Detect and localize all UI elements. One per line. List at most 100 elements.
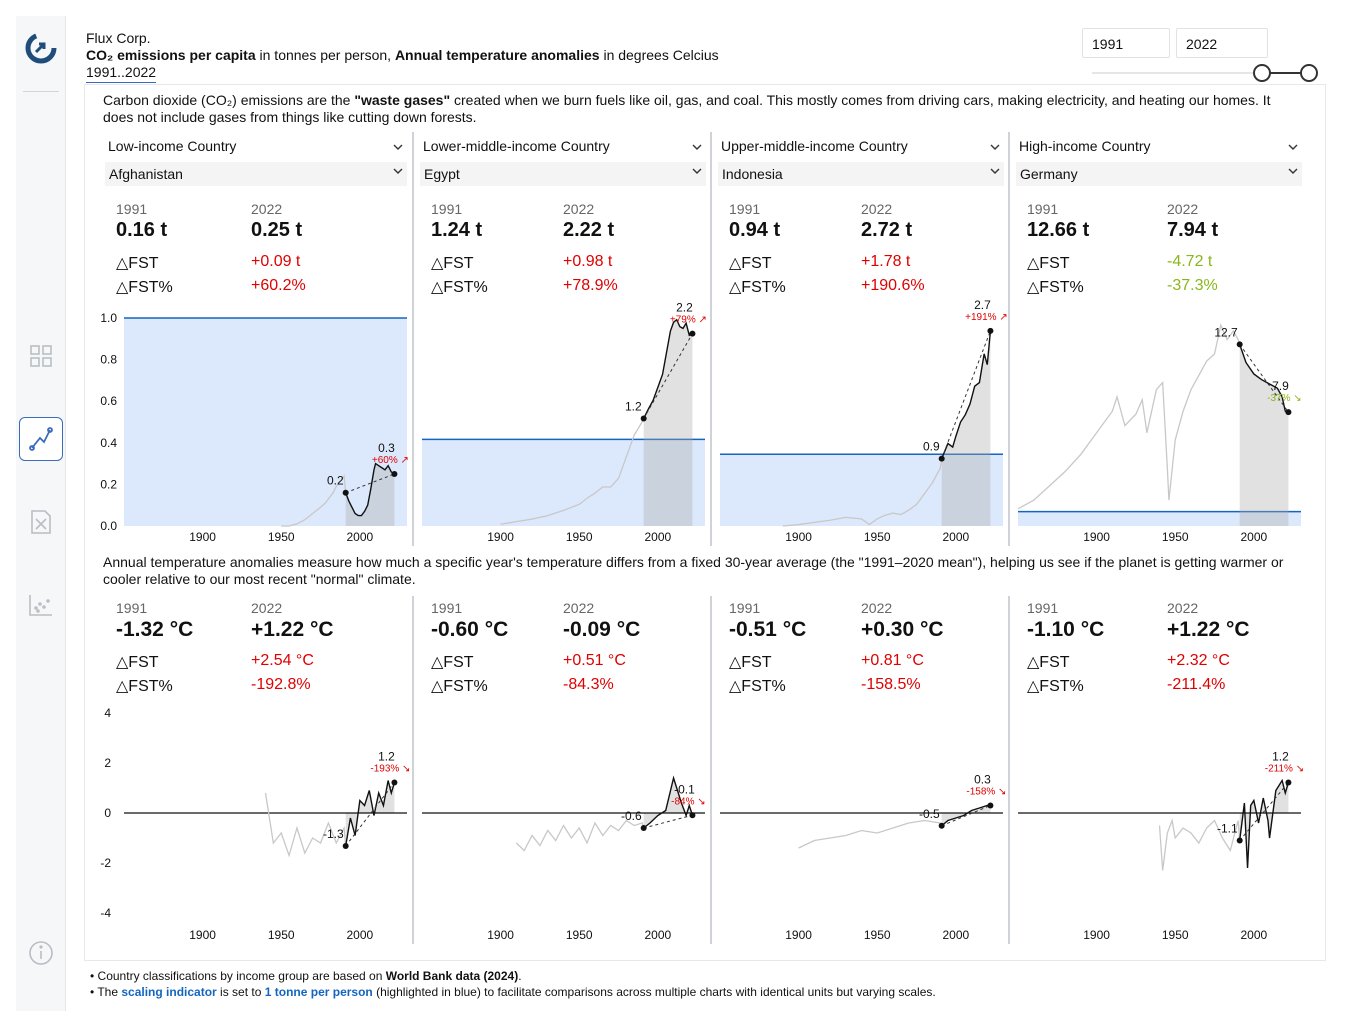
income-group-select[interactable]: Lower-middle-income Country	[420, 138, 706, 158]
main-panel	[84, 84, 1326, 961]
kpi-end-year: 2022	[1167, 201, 1199, 217]
sidebar	[16, 16, 66, 1011]
kpi-start-year: 1991	[116, 600, 148, 616]
kpi-delta-value: +2.32 °C	[1167, 652, 1230, 669]
country-label: Egypt	[424, 166, 460, 182]
kpi-delta-value: +0.51 °C	[563, 652, 626, 669]
kpi-start-value: -0.60 °C	[431, 618, 509, 641]
kpi-delta-label: △FST	[1027, 255, 1070, 272]
kpi-end-year: 2022	[563, 600, 595, 616]
co2-desc-part2: created when we burn fuels like oil, gas…	[103, 92, 1271, 125]
kpi-delta-value: +0.81 °C	[861, 652, 924, 669]
co2-desc-part1: Carbon dioxide (CO₂) emissions are the	[103, 92, 355, 108]
column-divider	[1008, 132, 1010, 546]
co2-kpi-block: 1991 2022 1.24 t 2.22 t △FST +0.98 t △FST% +78.…	[431, 201, 697, 296]
info-icon[interactable]	[16, 931, 66, 975]
country-select[interactable]: Germany	[1016, 162, 1302, 186]
report-header: Flux Corp. CO₂ emissions per capita in t…	[86, 30, 719, 83]
report-title: CO₂ emissions per capita in tonnes per p…	[86, 47, 719, 64]
kpi-delta-label: △FST	[431, 654, 474, 671]
company-name: Flux Corp.	[86, 30, 151, 46]
co2-kpi-block: 1991 2022 0.16 t 0.25 t △FST +0.09 t △FST% +60.…	[116, 201, 398, 296]
kpi-delta-pct-value: +78.9%	[563, 277, 618, 294]
kpi-end-year: 2022	[861, 201, 893, 217]
footnote-1-text: Country classifications by income group …	[97, 969, 386, 983]
kpi-end-value: +1.22 °C	[1167, 618, 1250, 641]
title-co2-unit: in tonnes per person,	[255, 47, 395, 63]
kpi-start-value: -0.51 °C	[729, 618, 807, 641]
kpi-delta-value: -4.72 t	[1167, 253, 1213, 270]
year-from-input[interactable]: 1991	[1082, 28, 1170, 58]
kpi-end-value: 7.94 t	[1167, 219, 1219, 241]
kpi-delta-pct-value: -211.4%	[1167, 676, 1226, 693]
kpi-start-value: 1.24 t	[431, 219, 483, 241]
kpi-delta-label: △FST	[729, 255, 772, 272]
kpi-delta-pct-label: △FST%	[729, 678, 786, 695]
kpi-delta-pct-value: +190.6%	[861, 277, 925, 294]
year-slider-range	[1262, 72, 1310, 74]
sidebar-divider	[23, 91, 59, 92]
kpi-delta-label: △FST	[116, 654, 159, 671]
year-slider-track[interactable]	[1092, 72, 1318, 74]
year-to-input[interactable]: 2022	[1176, 28, 1268, 58]
kpi-delta-pct-value: -192.8%	[251, 676, 311, 693]
kpi-start-year: 1991	[729, 201, 761, 217]
line-chart-icon[interactable]	[19, 417, 63, 461]
date-range: 1991..2022	[86, 64, 157, 83]
kpi-start-value: 0.94 t	[729, 219, 781, 241]
kpi-delta-label: △FST	[1027, 654, 1070, 671]
report-icon[interactable]	[16, 500, 66, 544]
kpi-end-value: -0.09 °C	[563, 618, 641, 641]
kpi-end-year: 2022	[251, 600, 283, 616]
income-group-label: Upper-middle-income Country	[721, 138, 908, 154]
temp-kpi-block: 1991 2022 -1.10 °C +1.22 °C △FST +2.32 °C △FST…	[1027, 600, 1293, 695]
logo-icon[interactable]	[16, 26, 66, 70]
chevron-down-icon	[1288, 168, 1298, 174]
kpi-delta-pct-label: △FST%	[116, 279, 173, 296]
country-select[interactable]: Indonesia	[718, 162, 1004, 186]
column-divider	[1008, 596, 1010, 944]
footnote-2-end: (highlighted in blue) to facilitate comp…	[372, 985, 936, 999]
kpi-start-year: 1991	[1027, 201, 1059, 217]
country-select[interactable]: Egypt	[420, 162, 706, 186]
column-divider	[710, 596, 712, 944]
dashboard-icon[interactable]	[16, 334, 66, 378]
column-divider	[710, 132, 712, 546]
kpi-delta-pct-label: △FST%	[431, 279, 488, 296]
column-divider	[412, 132, 414, 546]
kpi-end-year: 2022	[1167, 600, 1199, 616]
scatter-icon[interactable]	[16, 583, 66, 627]
kpi-end-value: +1.22 °C	[251, 618, 334, 641]
chevron-down-icon	[393, 168, 403, 174]
year-slider-start-handle[interactable]	[1253, 64, 1271, 82]
temp-kpi-block: 1991 2022 -0.51 °C +0.30 °C △FST +0.81 °C △FST…	[729, 600, 995, 695]
chevron-down-icon	[1288, 144, 1298, 150]
temp-kpi-block: 1991 2022 -0.60 °C -0.09 °C △FST +0.51 °C △FST…	[431, 600, 697, 695]
kpi-start-year: 1991	[729, 600, 761, 616]
income-group-select[interactable]: Upper-middle-income Country	[718, 138, 1004, 158]
kpi-start-value: 0.16 t	[116, 219, 168, 241]
year-slider-end-handle[interactable]	[1300, 64, 1318, 82]
chevron-down-icon	[393, 144, 403, 150]
income-group-select[interactable]: High-income Country	[1016, 138, 1302, 158]
kpi-delta-label: △FST	[431, 255, 474, 272]
kpi-delta-pct-value: -158.5%	[861, 676, 921, 693]
footnote-1-end: .	[518, 969, 522, 983]
kpi-delta-pct-value: +60.2%	[251, 277, 306, 294]
kpi-delta-label: △FST	[116, 255, 159, 272]
kpi-delta-pct-label: △FST%	[729, 279, 786, 296]
title-temp-unit: in degrees Celcius	[599, 47, 719, 63]
footnote-2-mid: is set to	[216, 985, 265, 999]
income-group-label: High-income Country	[1019, 138, 1151, 154]
co2-desc-bold: "waste gases"	[354, 92, 451, 108]
co2-kpi-block: 1991 2022 12.66 t 7.94 t △FST -4.72 t △FST% -37…	[1027, 201, 1293, 296]
income-group-select[interactable]: Low-income Country	[105, 138, 407, 158]
kpi-delta-pct-label: △FST%	[116, 678, 173, 695]
temp-kpi-block: 1991 2022 -1.32 °C +1.22 °C △FST +2.54 °C △FST…	[116, 600, 398, 695]
kpi-delta-pct-label: △FST%	[1027, 678, 1084, 695]
kpi-end-value: +0.30 °C	[861, 618, 944, 641]
kpi-delta-value: +0.98 t	[563, 253, 613, 270]
country-select[interactable]: Afghanistan	[105, 162, 407, 186]
kpi-delta-value: +0.09 t	[251, 253, 301, 270]
kpi-delta-label: △FST	[729, 654, 772, 671]
